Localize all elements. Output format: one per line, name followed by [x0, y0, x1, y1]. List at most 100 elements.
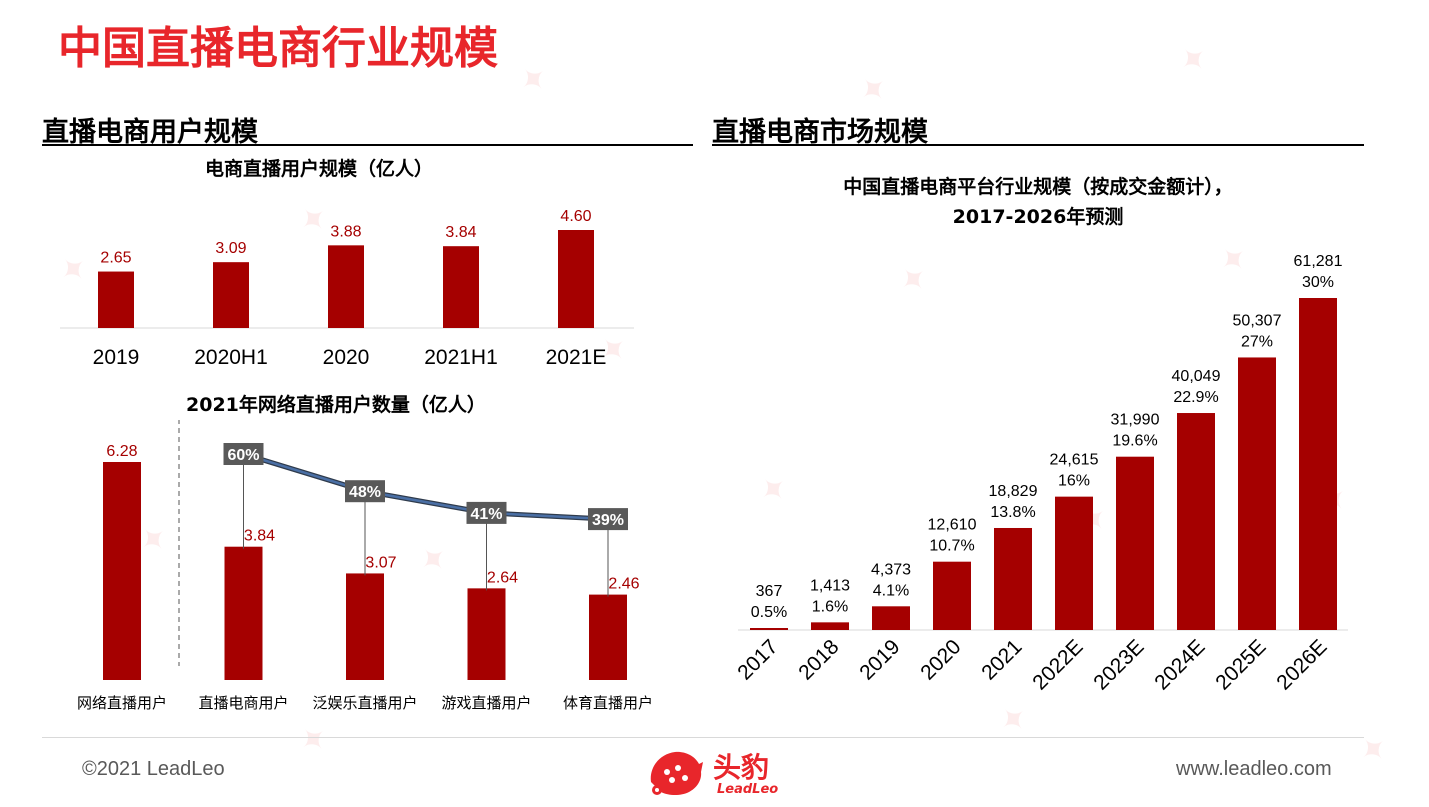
chart2-bar [346, 573, 384, 680]
right-section-title: 直播电商市场规模 [712, 117, 928, 148]
chart2-bar [467, 588, 506, 680]
chart1-category-label: 2020H1 [194, 346, 268, 369]
chart2-penetration-label: 39% [592, 512, 624, 529]
chart2-value-label: 2.46 [608, 576, 639, 593]
chart3-category-label: 2026E [1272, 635, 1331, 694]
chart1-value-label: 3.84 [445, 224, 476, 241]
chart2-category-label: 游戏直播用户 [441, 695, 531, 712]
chart1-category-label: 2021E [546, 346, 607, 369]
chart1-value-label: 3.88 [330, 223, 361, 240]
chart3-share-label: 4.1% [873, 582, 909, 599]
chart3-share-label: 13.8% [990, 504, 1035, 521]
chart2-penetration-label: 41% [470, 506, 502, 523]
logo-en-text: LeadLeo [717, 782, 779, 797]
chart1-bar [98, 271, 134, 328]
chart2-penetration-label: 60% [227, 447, 259, 464]
chart1-value-label: 2.65 [100, 250, 131, 267]
chart3-bar [1116, 456, 1154, 630]
chart3-bar [750, 628, 788, 630]
footer-divider [42, 737, 1364, 738]
chart3-bar [1238, 357, 1276, 630]
chart1-value-label: 4.60 [560, 208, 591, 225]
chart1-bar [328, 245, 364, 328]
left-section-title: 直播电商用户规模 [42, 117, 258, 148]
chart3-bar [994, 527, 1032, 630]
chart3-share-label: 27% [1241, 333, 1273, 350]
right-section-divider [712, 144, 1364, 146]
chart1-category-label: 2020 [323, 346, 370, 369]
chart3-share-label: 10.7% [929, 538, 974, 555]
live-users-bar-chart: 6.28 网络直播用户 3.84 直播电商用户 3.07 泛娱乐直播用户 2.64 游戏直播用… [77, 420, 653, 712]
logo-cn-text: 头豹 [713, 751, 770, 784]
market-scale-bar-chart: 367 0.5% 2017 1,413 1.6% 2018 4,373 4.1% 2019 12,… [733, 253, 1348, 694]
chart2-value-label: 3.07 [365, 554, 396, 571]
chart3-title-line2: 2017-2026年预测 [952, 206, 1124, 228]
chart3-bar [811, 622, 849, 630]
chart3-share-label: 1.6% [812, 598, 848, 615]
chart1-bar [443, 246, 479, 328]
leadleo-logo: 头豹 LeadLeo [645, 742, 795, 802]
chart2-category-label: 直播电商用户 [198, 695, 288, 712]
chart2-penetration-badge [223, 443, 264, 465]
chart3-bar [1055, 496, 1093, 630]
chart2-title: 2021年网络直播用户数量（亿人） [186, 394, 486, 416]
watermark-mark: ✦ [1170, 35, 1219, 85]
chart2-category-label: 网络直播用户 [77, 695, 167, 712]
chart2-penetration-badge [466, 501, 507, 524]
chart2-penetration-line [243, 452, 609, 521]
chart3-value-label: 18,829 [989, 483, 1038, 500]
chart3-category-label: 2019 [855, 635, 904, 684]
leopard-logo-icon [650, 751, 703, 795]
chart3-share-label: 16% [1058, 473, 1090, 490]
chart3-share-label: 0.5% [751, 604, 787, 621]
chart3-value-label: 50,307 [1233, 312, 1282, 329]
chart1-bar [558, 230, 594, 328]
chart3-value-label: 12,610 [928, 517, 977, 534]
chart2-bar [589, 594, 627, 680]
watermark-mark: ✦ [290, 715, 339, 765]
chart3-share-label: 19.6% [1112, 433, 1157, 450]
chart2-category-label: 泛娱乐直播用户 [312, 695, 417, 712]
chart2-category-label: 体育直播用户 [563, 695, 653, 712]
chart1-bar [213, 262, 249, 328]
chart3-value-label: 367 [756, 583, 783, 600]
chart3-value-label: 24,615 [1050, 452, 1099, 469]
chart2-penetration-label: 48% [349, 484, 381, 501]
chart3-category-label: 2022E [1028, 635, 1087, 694]
chart3-value-label: 4,373 [871, 561, 911, 578]
watermark-mark: ✦ [1350, 725, 1399, 775]
chart3-share-label: 30% [1302, 274, 1334, 291]
chart2-value-label: 3.84 [244, 528, 275, 545]
chart2-bar [224, 546, 263, 680]
website-link[interactable]: www.leadleo.com [1176, 758, 1332, 780]
copyright-text: ©2021 LeadLeo [82, 758, 225, 780]
chart2-penetration-badge [345, 480, 385, 503]
chart3-value-label: 61,281 [1294, 253, 1343, 270]
chart2-bar [103, 462, 141, 680]
chart3-bar [872, 606, 910, 630]
watermark-mark: ✦ [850, 65, 899, 115]
chart3-bar [1299, 298, 1337, 630]
chart3-value-label: 31,990 [1111, 412, 1160, 429]
watermark-mark: ✦ [510, 55, 559, 105]
chart3-share-label: 22.9% [1173, 389, 1218, 406]
chart1-title: 电商直播用户规模（亿人） [205, 158, 434, 180]
chart1-category-label: 2019 [93, 346, 140, 369]
chart3-category-label: 2021 [977, 635, 1026, 684]
chart1-value-label: 3.09 [215, 240, 246, 257]
chart3-title-line1: 中国直播电商平台行业规模（按成交金额计）， [843, 176, 1233, 198]
chart3-category-label: 2017 [733, 635, 782, 684]
chart2-value-label: 6.28 [106, 443, 137, 460]
chart3-category-label: 2024E [1150, 635, 1209, 694]
chart3-category-label: 2018 [794, 635, 843, 684]
chart2-value-label: 2.64 [487, 569, 518, 586]
chart3-bar [933, 561, 971, 630]
chart3-category-label: 2020 [916, 635, 965, 684]
left-section-divider [42, 144, 693, 146]
user-scale-bar-chart: 2.65 2019 3.09 2020H1 3.88 2020 3.84 2021H1 4.60… [60, 208, 634, 369]
chart3-value-label: 40,049 [1172, 368, 1221, 385]
chart2-penetration-line-shadow [242, 451, 609, 522]
chart3-value-label: 1,413 [810, 577, 850, 594]
chart2-penetration-badge [588, 508, 628, 531]
chart3-bar [1177, 413, 1215, 630]
